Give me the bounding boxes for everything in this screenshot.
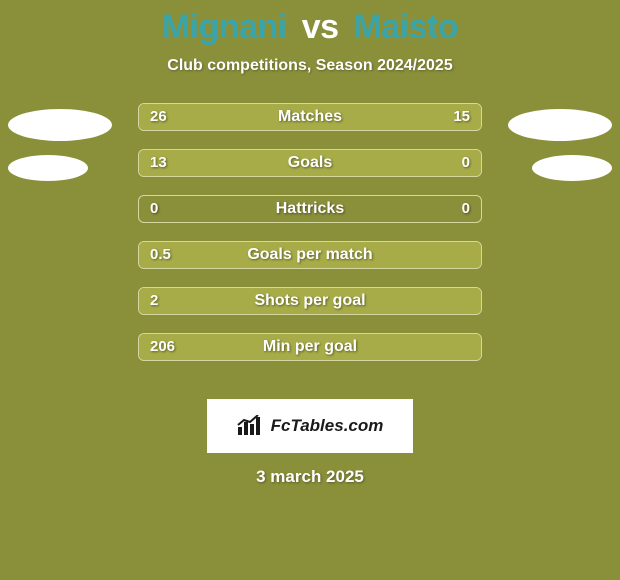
bar-track [138, 287, 482, 315]
player-avatar-right [532, 155, 612, 181]
bar-right-fill [402, 150, 481, 177]
bar-left-fill [139, 334, 482, 361]
stat-row: Goals130 [0, 149, 620, 195]
bar-track [138, 195, 482, 223]
stat-row: Goals per match0.5 [0, 241, 620, 287]
bar-track [138, 103, 482, 131]
player-avatar-left [8, 155, 88, 181]
bar-left-fill [139, 150, 404, 177]
player-avatar-left [8, 109, 112, 141]
logo-text: FcTables.com [271, 416, 384, 436]
page-title: Mignani vs Maisto [0, 0, 620, 47]
bar-left-fill [139, 104, 352, 131]
date-label: 3 march 2025 [0, 467, 620, 487]
bar-track [138, 241, 482, 269]
stat-row: Hattricks00 [0, 195, 620, 241]
player1-name: Mignani [162, 8, 287, 46]
comparison-infographic: Mignani vs Maisto Club competitions, Sea… [0, 0, 620, 580]
bar-track [138, 333, 482, 361]
player-avatar-right [508, 109, 612, 141]
bar-right-fill [350, 104, 481, 131]
stats-bars: Matches2615Goals130Hattricks00Goals per … [0, 103, 620, 379]
bar-track [138, 149, 482, 177]
bar-chart-icon [237, 415, 263, 437]
player2-name: Maisto [353, 8, 458, 46]
stat-row: Matches2615 [0, 103, 620, 149]
logo-badge: FcTables.com [207, 399, 413, 453]
stat-row: Shots per goal2 [0, 287, 620, 333]
vs-label: vs [302, 8, 339, 46]
bar-left-fill [139, 288, 482, 315]
bar-left-fill [139, 242, 482, 269]
stat-row: Min per goal206 [0, 333, 620, 379]
subtitle: Club competitions, Season 2024/2025 [0, 57, 620, 75]
